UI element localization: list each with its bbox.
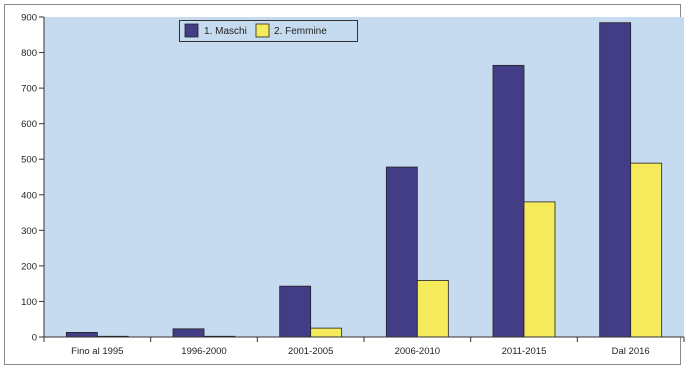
y-tick-label: 400 [21, 190, 37, 201]
legend-label-maschi: 1. Maschi [204, 26, 247, 37]
y-axis: 0 100 200 300 400 500 600 700 800 900 [21, 13, 44, 344]
y-tick-label: 300 [21, 226, 37, 237]
y-tick-label: 0 [32, 333, 37, 344]
bar-femmine-4 [523, 201, 556, 338]
y-tick-label: 200 [21, 261, 37, 272]
bar-femmine-3 [416, 280, 449, 338]
legend: 1. Maschi 2. Femmine [179, 20, 358, 42]
y-tick-label: 900 [21, 13, 37, 24]
x-axis: Fino al 1995 1996-2000 2001-2005 2006-2010 2… [43, 337, 685, 357]
y-tick-label: 100 [21, 297, 37, 308]
y-tick-label: 500 [21, 155, 37, 166]
bars [65, 22, 663, 338]
bar-maschi-5 [599, 22, 632, 338]
bar-maschi-0 [65, 331, 98, 338]
x-tick-label: 1996-2000 [181, 346, 226, 357]
x-tick-label: Dal 2016 [612, 346, 650, 357]
bar-maschi-4 [492, 64, 525, 338]
x-tick-label: 2006-2010 [395, 346, 440, 357]
plot-area [44, 17, 684, 337]
x-tick-label: 2001-2005 [288, 346, 333, 357]
bar-femmine-5 [630, 162, 663, 338]
bar-maschi-2 [279, 285, 312, 338]
bar-maschi-1 [172, 328, 205, 338]
legend-swatch-femmine [255, 23, 270, 38]
y-tick-label: 600 [21, 119, 37, 130]
x-tick-label: 2011-2015 [502, 346, 547, 357]
y-tick-label: 800 [21, 48, 37, 59]
bar-maschi-3 [385, 166, 418, 338]
x-tick-label: Fino al 1995 [71, 346, 123, 357]
legend-swatch-maschi [184, 23, 199, 38]
bar-femmine-2 [310, 327, 343, 338]
legend-label-femmine: 2. Femmine [274, 26, 327, 37]
y-tick-label: 700 [21, 84, 37, 95]
